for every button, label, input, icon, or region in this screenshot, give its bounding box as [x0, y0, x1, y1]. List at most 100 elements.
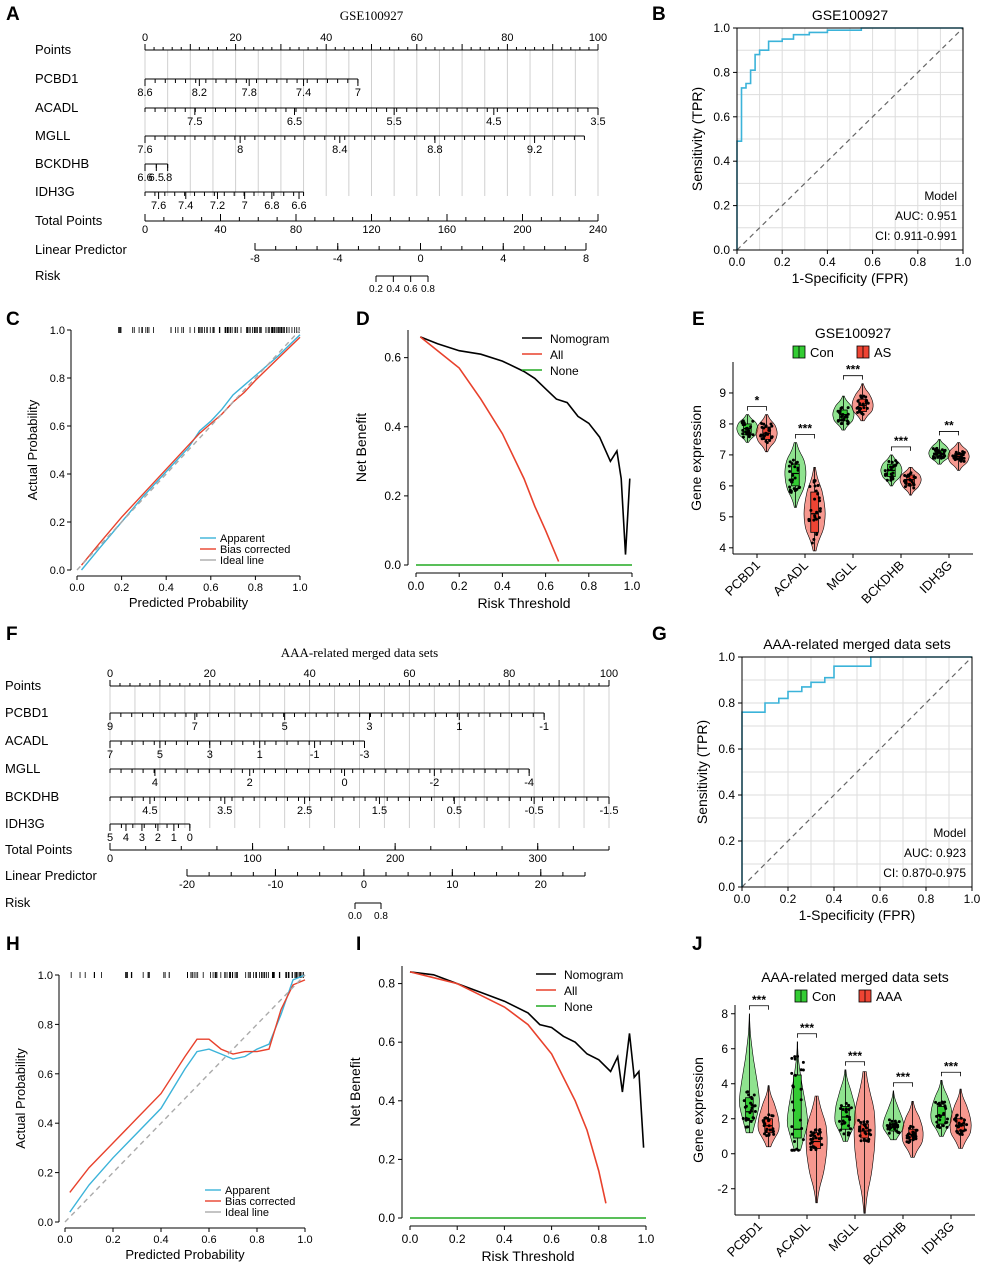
- data-point: [790, 480, 794, 484]
- y-axis-label: Net Benefit: [353, 413, 369, 482]
- data-point: [942, 1111, 946, 1115]
- calibration-line-ideal-line: [76, 329, 301, 571]
- scale-tick-label: 160: [438, 224, 456, 236]
- data-point: [813, 497, 817, 501]
- predictor-tick-label: -0.5: [525, 805, 544, 817]
- legend-label: Con: [810, 345, 834, 360]
- data-point: [961, 1129, 965, 1133]
- scale-tick-label: 80: [290, 224, 302, 236]
- data-point: [893, 1119, 897, 1123]
- data-point: [962, 1121, 966, 1125]
- significance-label: **: [944, 418, 954, 432]
- y-tick-label: 7: [719, 448, 726, 462]
- data-point: [839, 1128, 843, 1132]
- predictor-tick-label: 7: [242, 200, 248, 212]
- data-point: [790, 1148, 794, 1152]
- nomogram-row-label: Linear Predictor: [35, 242, 127, 257]
- legend-label: None: [550, 364, 579, 378]
- data-point: [840, 422, 844, 426]
- data-point: [793, 1055, 797, 1059]
- data-point: [838, 1119, 842, 1123]
- data-point: [962, 459, 966, 463]
- x-tick-label: 0.4: [159, 582, 174, 594]
- panel-i-decision-curve: 0.0 0.2 0.4 0.6 0.8 1.0 0.0 0.2 0.4 0.6 0.8 Risk Th…: [347, 966, 655, 1264]
- data-point: [908, 478, 912, 482]
- data-point: [742, 1099, 746, 1103]
- data-point: [792, 1148, 796, 1152]
- data-point: [839, 1104, 843, 1108]
- data-point: [753, 1109, 757, 1113]
- risk-tick-label: 0.2: [369, 284, 383, 295]
- significance-bracket: [747, 406, 767, 411]
- data-point: [797, 486, 801, 490]
- scale-tick-label: 0: [142, 224, 148, 236]
- data-point: [787, 464, 791, 468]
- x-tick-label: 0.4: [494, 579, 511, 593]
- data-point: [856, 410, 860, 414]
- data-point: [813, 1134, 817, 1138]
- data-point: [849, 1106, 853, 1110]
- data-point: [799, 1068, 803, 1072]
- dca-line-nomogram: [409, 971, 645, 1148]
- x-tick-label: 0.6: [537, 579, 554, 593]
- dca-line-all: [409, 971, 607, 1204]
- x-tick-label: 0.0: [402, 1232, 419, 1246]
- data-point: [747, 1093, 751, 1097]
- x-tick-label: 0.0: [69, 582, 84, 594]
- significance-bracket: [749, 1005, 769, 1010]
- y-tick-label: 0.2: [713, 199, 730, 213]
- data-point: [814, 489, 818, 493]
- risk-tick-label: 0.4: [386, 284, 400, 295]
- calibration-line-apparent: [80, 334, 301, 571]
- predictor-tick-label: 2: [247, 777, 253, 789]
- data-point: [839, 418, 843, 422]
- nomogram-row-label: Linear Predictor: [5, 868, 97, 883]
- data-point: [793, 476, 797, 480]
- data-point: [767, 1133, 771, 1137]
- y-tick-label: 0.8: [50, 373, 65, 385]
- y-tick-label: 8: [721, 1007, 728, 1021]
- data-point: [838, 411, 842, 415]
- data-point: [945, 1117, 949, 1121]
- y-axis-label: Gene expression: [690, 1057, 706, 1163]
- predictor-tick-label: 4: [152, 777, 158, 789]
- x-axis-label: 1-Specificity (FPR): [799, 907, 916, 923]
- data-point: [742, 421, 746, 425]
- data-point: [867, 1137, 871, 1141]
- y-axis-label: Actual Probability: [25, 399, 40, 500]
- data-point: [894, 459, 898, 463]
- data-point: [844, 1107, 848, 1111]
- data-point: [812, 518, 816, 522]
- dca-line-nomogram: [420, 336, 631, 555]
- data-point: [909, 1124, 913, 1128]
- y-tick-label: 1.0: [50, 325, 65, 337]
- y-tick-label: 6: [719, 479, 726, 493]
- nomogram-row-label: Total Points: [35, 213, 103, 228]
- data-point: [905, 1134, 909, 1138]
- x-tick-label: 0.6: [201, 1234, 216, 1246]
- data-point: [907, 1135, 911, 1139]
- panel-label-d: D: [356, 309, 370, 330]
- scale-tick-label: 0: [361, 879, 367, 891]
- significance-bracket: [939, 431, 959, 436]
- nomogram-row-label: Total Points: [5, 842, 73, 857]
- data-point: [808, 1141, 812, 1145]
- x-tick-label: 0.2: [105, 1234, 120, 1246]
- legend-model-title: Model: [933, 826, 966, 840]
- data-point: [911, 1138, 915, 1142]
- predictor-tick-label: 3: [207, 749, 213, 761]
- x-tick-label: 0.4: [826, 892, 843, 906]
- data-point: [809, 1130, 813, 1134]
- data-point: [793, 1140, 797, 1144]
- data-point: [889, 465, 893, 469]
- data-point: [767, 427, 771, 431]
- data-point: [744, 1116, 748, 1120]
- x-tick-label: PCBD1: [722, 558, 763, 599]
- x-tick-label: MGLL: [823, 558, 859, 594]
- data-point: [960, 452, 964, 456]
- data-point: [846, 406, 850, 410]
- predictor-tick-label: 0: [187, 832, 193, 844]
- roc-curve: [736, 27, 963, 250]
- x-tick-label: IDH3G: [916, 558, 955, 597]
